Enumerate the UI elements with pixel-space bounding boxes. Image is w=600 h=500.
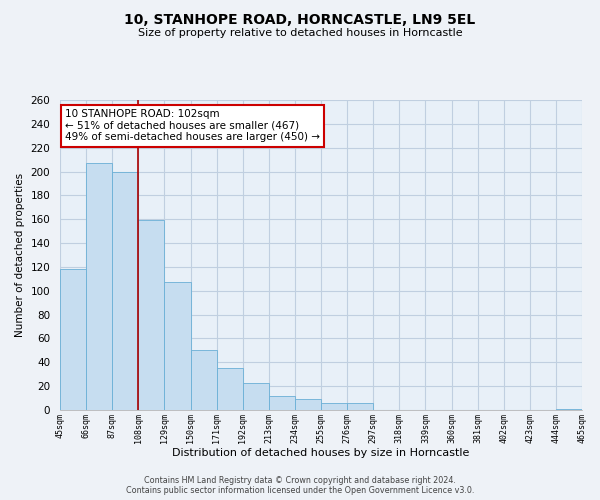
Bar bbox=[295, 400, 321, 410]
Bar bbox=[242, 382, 269, 410]
Text: Size of property relative to detached houses in Horncastle: Size of property relative to detached ho… bbox=[137, 28, 463, 38]
Bar bbox=[321, 403, 347, 410]
Bar bbox=[139, 220, 164, 410]
Text: 10, STANHOPE ROAD, HORNCASTLE, LN9 5EL: 10, STANHOPE ROAD, HORNCASTLE, LN9 5EL bbox=[124, 12, 476, 26]
Y-axis label: Number of detached properties: Number of detached properties bbox=[15, 173, 25, 337]
Bar bbox=[60, 270, 86, 410]
Bar bbox=[112, 172, 139, 410]
Bar bbox=[164, 282, 191, 410]
Bar bbox=[217, 368, 243, 410]
Text: 10 STANHOPE ROAD: 102sqm
← 51% of detached houses are smaller (467)
49% of semi-: 10 STANHOPE ROAD: 102sqm ← 51% of detach… bbox=[65, 110, 320, 142]
Bar bbox=[191, 350, 217, 410]
Text: Contains HM Land Registry data © Crown copyright and database right 2024.
Contai: Contains HM Land Registry data © Crown c… bbox=[126, 476, 474, 495]
Bar bbox=[269, 396, 295, 410]
Text: Distribution of detached houses by size in Horncastle: Distribution of detached houses by size … bbox=[172, 448, 470, 458]
Bar bbox=[556, 409, 582, 410]
Bar bbox=[86, 163, 112, 410]
Bar bbox=[347, 403, 373, 410]
